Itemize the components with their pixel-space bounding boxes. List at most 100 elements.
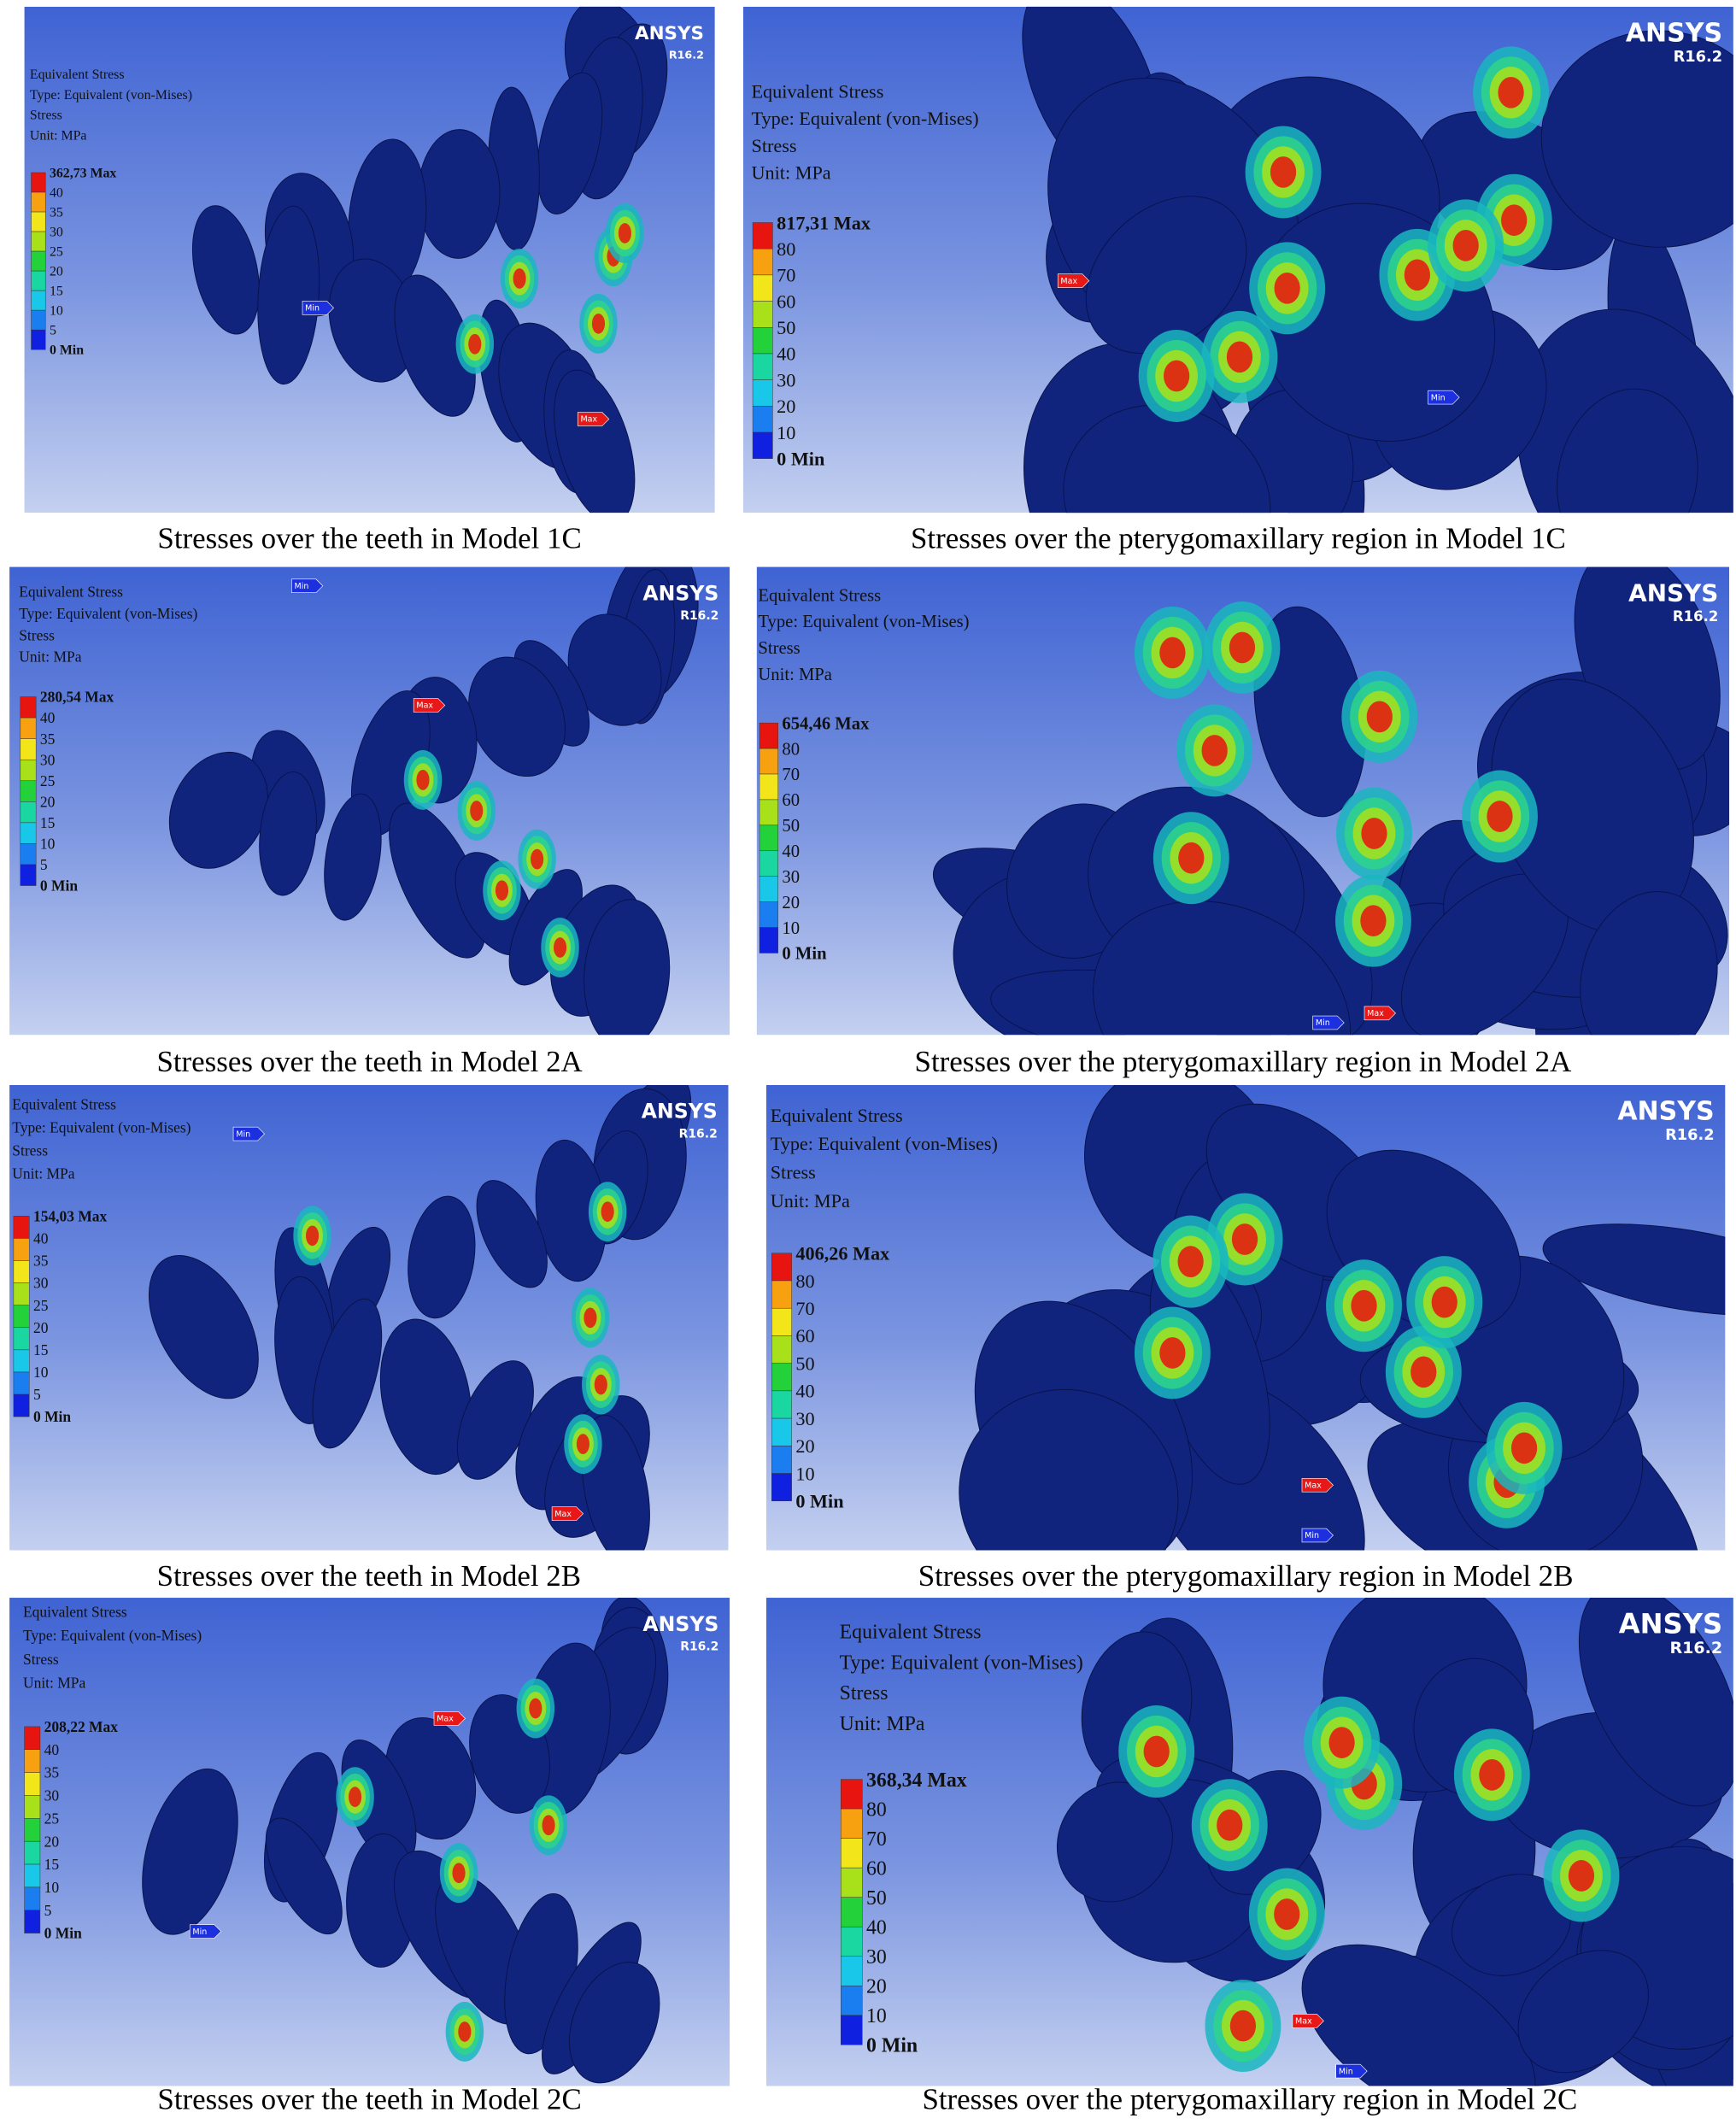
legend-line: Unit: MPa xyxy=(751,162,830,184)
legend-level: 35 xyxy=(44,1764,60,1781)
legend-swatch xyxy=(759,722,778,749)
legend-line: Type: Equivalent (von-Mises) xyxy=(30,88,192,103)
legend-level: 60 xyxy=(777,290,795,312)
legend-level: 10 xyxy=(44,1879,60,1896)
legend-level: 30 xyxy=(782,868,800,887)
legend-line: Stress xyxy=(19,626,55,643)
stress-spot xyxy=(1366,701,1393,733)
legend-level: 60 xyxy=(782,791,800,810)
legend-swatch xyxy=(13,1371,30,1395)
legend-level: 20 xyxy=(50,265,63,279)
marker-tag xyxy=(1301,1478,1334,1493)
legend-level: 70 xyxy=(782,766,800,784)
legend-swatch xyxy=(31,309,46,331)
marker-tag xyxy=(1312,1015,1345,1030)
stress-spot xyxy=(416,770,430,790)
brand-version: R16.2 xyxy=(680,1640,718,1653)
stress-spot xyxy=(306,1225,320,1247)
legend-swatch xyxy=(752,327,773,355)
legend-level: 40 xyxy=(795,1381,814,1402)
legend-line: Type: Equivalent (von-Mises) xyxy=(19,605,197,622)
legend-line: Stress xyxy=(23,1651,59,1668)
legend-max: 362,73 Max xyxy=(50,167,116,181)
stress-spot xyxy=(452,1863,466,1884)
legend-level: 25 xyxy=(44,1810,60,1827)
legend-line: Unit: MPa xyxy=(758,666,832,684)
panel: ANSYS R16.2 Equivalent Stress Type: Equival… xyxy=(9,566,730,1078)
marker-label: Min xyxy=(1431,393,1446,402)
legend-swatch xyxy=(20,801,37,824)
legend-swatch xyxy=(752,248,773,276)
legend-swatch xyxy=(13,1238,30,1261)
legend-min: 0 Min xyxy=(866,2035,918,2057)
legend-swatch xyxy=(13,1394,30,1417)
stress-spot xyxy=(349,1787,362,1808)
marker-tag xyxy=(302,301,334,315)
brand-logo: ANSYS xyxy=(642,581,718,605)
legend-level: 20 xyxy=(866,1976,887,1998)
legend-swatch xyxy=(752,379,773,407)
legend-level: 35 xyxy=(50,206,63,220)
legend-swatch xyxy=(759,748,778,775)
legend-swatch xyxy=(13,1260,30,1283)
legend-line: Type: Equivalent (von-Mises) xyxy=(12,1119,191,1136)
legend-level: 20 xyxy=(777,396,795,417)
mesh-body xyxy=(312,1298,383,1449)
stress-spot xyxy=(1270,156,1297,188)
brand-version: R16.2 xyxy=(679,1127,718,1141)
legend-line: Equivalent Stress xyxy=(840,1622,982,1644)
stress-spot xyxy=(1431,1286,1457,1318)
mesh-body xyxy=(1301,1944,1536,2086)
marker-tag xyxy=(291,578,324,594)
legend-line: Equivalent Stress xyxy=(12,1096,116,1113)
legend-swatch xyxy=(31,231,46,252)
stress-spot xyxy=(1351,1289,1377,1322)
stress-spot xyxy=(529,1698,542,1719)
marker-tag xyxy=(1301,1528,1334,1543)
legend-line: Type: Equivalent (von-Mises) xyxy=(751,108,978,129)
legend-swatch xyxy=(759,876,778,902)
legend-max: 406,26 Max xyxy=(795,1243,889,1264)
legend-swatch xyxy=(31,329,46,350)
stress-spot xyxy=(1201,735,1228,766)
legend-level: 50 xyxy=(866,1887,887,1910)
legend-swatch xyxy=(841,1986,863,2016)
stress-spot xyxy=(1164,360,1190,392)
legend-level: 40 xyxy=(40,709,56,726)
stress-spot xyxy=(1404,259,1430,291)
stress-spot xyxy=(1159,1337,1186,1369)
legend-level: 10 xyxy=(782,919,800,938)
legend-level: 5 xyxy=(33,1386,41,1403)
legend-swatch xyxy=(841,1838,863,1869)
legend-line: Equivalent Stress xyxy=(19,583,123,600)
marker-tag xyxy=(551,1506,584,1521)
stress-spot xyxy=(618,223,631,243)
stress-spot xyxy=(594,1374,607,1395)
legend-swatch xyxy=(771,1280,792,1309)
mesh-body xyxy=(959,1388,1179,1551)
legend-swatch xyxy=(13,1327,30,1351)
marker-label: Min xyxy=(1316,1018,1330,1028)
legend-line: Type: Equivalent (von-Mises) xyxy=(771,1133,998,1154)
stress-spot xyxy=(1229,631,1256,664)
mesh-body xyxy=(537,72,603,214)
legend-swatch xyxy=(752,431,773,459)
legend-level: 70 xyxy=(777,265,795,286)
legend-level: 60 xyxy=(795,1325,814,1347)
stress-spot xyxy=(576,1434,589,1455)
stress-spot xyxy=(1501,204,1528,237)
marker-label: Max xyxy=(1295,2017,1312,2027)
brand-logo: ANSYS xyxy=(1628,579,1718,607)
marker-label: Min xyxy=(192,1927,207,1937)
mesh-body xyxy=(1580,891,1718,1036)
legend-swatch xyxy=(752,222,773,249)
legend-swatch xyxy=(20,843,37,865)
marker-tag xyxy=(1364,1006,1396,1021)
marker-label: Min xyxy=(1339,2067,1353,2076)
stress-spot xyxy=(468,333,482,355)
legend-level: 5 xyxy=(40,856,48,873)
marker-tag xyxy=(1428,390,1460,405)
legend-swatch xyxy=(31,191,46,213)
legend-level: 60 xyxy=(866,1857,887,1880)
legend-line: Stress xyxy=(751,135,796,156)
